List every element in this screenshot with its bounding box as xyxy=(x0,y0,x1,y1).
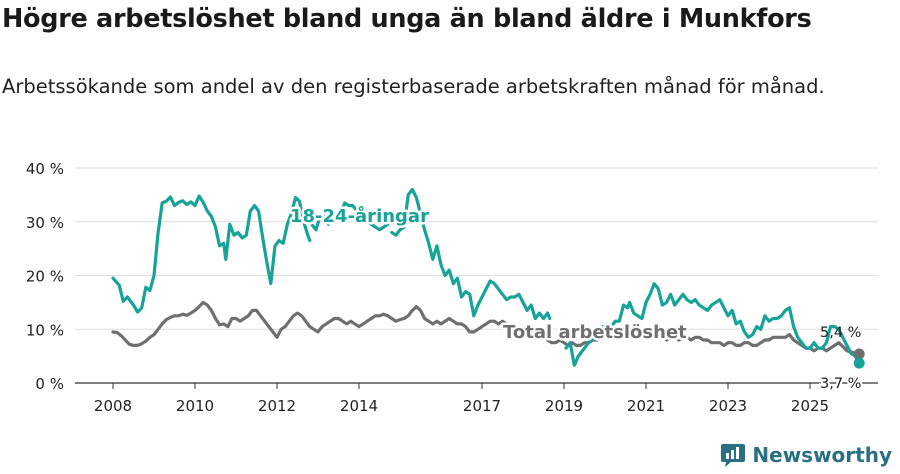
x-tick-label: 2017 xyxy=(463,397,501,415)
end-point-youth xyxy=(853,357,865,369)
chart-title: Högre arbetslöshet bland unga än bland ä… xyxy=(2,4,812,34)
end-label-total: 5,4 % xyxy=(820,325,861,341)
x-tick-label: 2012 xyxy=(258,397,296,415)
series-line-total xyxy=(111,300,515,347)
series-line-youth xyxy=(564,282,861,367)
y-tick-label: 40 % xyxy=(26,160,64,178)
brand: Newsworthy xyxy=(720,442,892,468)
end-label-youth: 3,7 % xyxy=(820,376,861,392)
x-tick-label: 2019 xyxy=(545,397,583,415)
series-line-youth xyxy=(111,194,312,314)
series-line-total xyxy=(546,330,783,347)
y-tick-label: 0 % xyxy=(35,375,64,393)
y-tick-label: 30 % xyxy=(26,214,64,232)
x-tick-label: 2010 xyxy=(176,397,214,415)
series-line-youth xyxy=(390,187,552,321)
series-label-total-halo: Total arbetslöshet xyxy=(503,322,687,343)
newsworthy-logo-icon xyxy=(721,444,746,467)
x-tick-label: 2014 xyxy=(340,397,378,415)
brand-name: Newsworthy xyxy=(752,443,892,467)
x-tick-label: 2025 xyxy=(791,397,829,415)
y-tick-label: 20 % xyxy=(26,268,64,286)
x-tick-label: 2023 xyxy=(709,397,747,415)
end-point-total xyxy=(853,348,865,360)
chart-subtitle: Arbetssökande som andel av den registerb… xyxy=(2,75,825,98)
y-tick-label: 10 % xyxy=(26,321,64,339)
x-tick-label: 2021 xyxy=(627,397,665,415)
series-line-youth xyxy=(310,201,390,232)
x-tick-label: 2008 xyxy=(94,397,132,415)
series-label-total: Total arbetslöshet xyxy=(503,322,687,343)
series-label-youth: 18-24-åringar xyxy=(290,205,429,227)
series-label-youth-halo: 18-24-åringar xyxy=(290,205,429,227)
